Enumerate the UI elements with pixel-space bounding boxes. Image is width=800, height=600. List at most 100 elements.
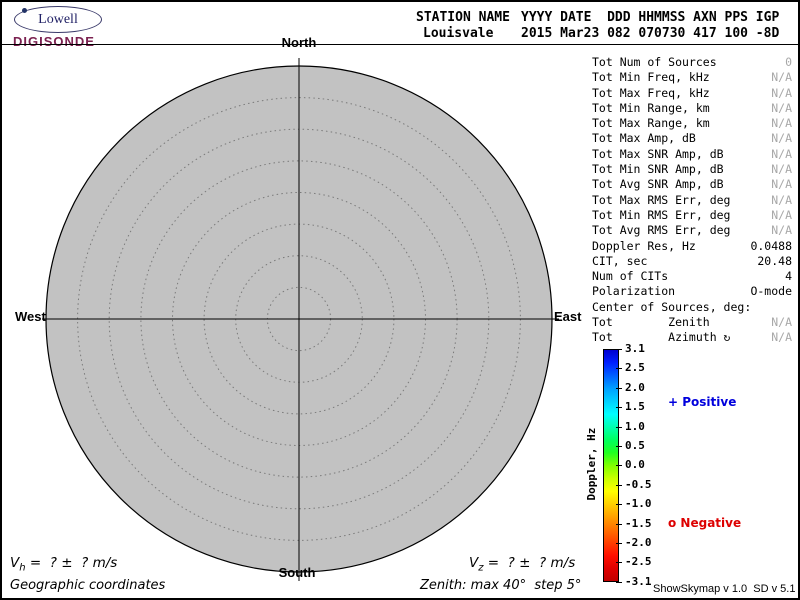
stats-panel: Tot Num of Sources 0 Tot Min Freq, kHz N/A… (592, 55, 792, 346)
positive-label: + Positive (668, 395, 737, 409)
stat-label: Tot Max Freq, kHz (592, 85, 710, 100)
colorbar-tick-label: -2.5 (625, 555, 652, 569)
stat-value: N/A (771, 192, 792, 207)
colorbar-tick (616, 504, 622, 506)
colorbar-tick-label: -2.0 (625, 536, 652, 550)
stat-label: Tot Min SNR Amp, dB (592, 162, 724, 177)
stat-label: Tot Max RMS Err, deg (592, 192, 731, 207)
stat-value: N/A (771, 162, 792, 177)
digisonde-label: DIGISONDE (13, 34, 95, 49)
stat-row: Tot Min Freq, kHz N/A (592, 70, 792, 85)
header-station-label: STATION NAME (416, 10, 510, 25)
colorbar-tick (616, 581, 622, 583)
stat-value: N/A (771, 207, 792, 222)
stat-value: N/A (771, 116, 792, 131)
stat-label: Tot Min RMS Err, deg (592, 207, 731, 222)
lowell-logo: Lowell (14, 6, 102, 33)
vz-symbol: V (469, 555, 479, 571)
stat-label: Tot Zenith (592, 315, 710, 330)
stat-label: Tot Num of Sources (592, 55, 717, 69)
colorbar-tick-label: 1.5 (625, 400, 645, 414)
stat-value: 0 (785, 55, 792, 69)
header-columns-label: YYYY DATE DDD HHMMSS AXN PPS IGP (521, 10, 780, 25)
header-separator (2, 44, 798, 45)
colorbar-ticks (616, 349, 622, 583)
stat-row: Polarization O-mode (592, 284, 792, 299)
compass-north-label: North (281, 35, 317, 50)
stat-row: Center of Sources, deg: (592, 300, 792, 315)
stat-label: Tot Min Range, km (592, 100, 710, 115)
stat-row: Tot Max Range, km N/A (592, 116, 792, 131)
colorbar-tick (616, 523, 622, 525)
colorbar-tick (616, 349, 622, 350)
colorbar-tick-label: 0.0 (625, 458, 645, 472)
compass-east-label: East (554, 309, 582, 324)
stat-label: Tot Max Range, km (592, 116, 710, 131)
stat-label: Tot Min Freq, kHz (592, 70, 710, 85)
colorbar-tick-labels: 3.1 2.5 2.0 1.5 1.0 0.5 0.0 -0.5 -1.0 -1… (625, 343, 665, 588)
lowell-logo-dot-icon (22, 8, 27, 13)
stat-value: N/A (771, 177, 792, 192)
colorbar-tick-label: 0.5 (625, 439, 645, 453)
stat-value: O-mode (750, 284, 792, 299)
colorbar-tick-label: -3.1 (625, 574, 652, 588)
stat-label: Tot Avg SNR Amp, dB (592, 177, 724, 192)
stat-label: Polarization (592, 284, 676, 299)
lowell-logo-text: Lowell (38, 11, 78, 27)
stat-row: CIT, sec 20.48 (592, 254, 792, 269)
stat-row: Tot Min SNR Amp, dB N/A (592, 162, 792, 177)
stat-label: Tot Max SNR Amp, dB (592, 146, 724, 161)
stat-row: Tot Max SNR Amp, dB N/A (592, 147, 792, 162)
colorbar-tick (616, 426, 622, 428)
stat-label: Tot Azimuth ↻ (592, 330, 731, 345)
colorbar-tick-label: 3.1 (625, 342, 645, 355)
colorbar-tick (616, 387, 622, 389)
stat-value: 4 (785, 269, 792, 284)
header-values: 2015 Mar23 082 070730 417 100 -8D (521, 26, 780, 41)
stat-label: Num of CITs (592, 269, 669, 284)
colorbar-tick-label: -1.0 (625, 497, 652, 511)
stat-label: Doppler Res, Hz (592, 238, 696, 253)
vh-text: = ? ± ? m/s (25, 555, 118, 571)
stat-row: Tot Num of Sources 0 (592, 55, 792, 70)
stat-value: N/A (771, 223, 792, 238)
vh-symbol: V (10, 555, 20, 571)
stat-value: N/A (771, 85, 792, 100)
stat-row: Tot Min Range, km N/A (592, 101, 792, 116)
stat-row: Tot Max Freq, kHz N/A (592, 86, 792, 101)
colorbar-tick-label: 2.0 (625, 380, 645, 394)
stat-value: N/A (771, 70, 792, 85)
vh-subscript: h (19, 562, 26, 574)
stat-label: CIT, sec (592, 253, 648, 268)
stat-value: N/A (771, 100, 792, 115)
stat-row: Tot Avg RMS Err, deg N/A (592, 223, 792, 238)
compass-south-label: South (278, 565, 316, 580)
colorbar-tick (616, 543, 622, 545)
stat-label: Tot Avg RMS Err, deg (592, 223, 731, 238)
colorbar-tick-label: -0.5 (625, 477, 652, 491)
stat-row: Tot Azimuth ↻ N/A (592, 330, 792, 345)
stat-row: Doppler Res, Hz 0.0488 (592, 239, 792, 254)
stat-value: N/A (771, 131, 792, 146)
stat-label: Tot Max Amp, dB (592, 131, 696, 146)
compass-west-label: West (15, 309, 46, 324)
negative-label: o Negative (668, 516, 742, 530)
colorbar-tick (616, 562, 622, 564)
colorbar-tick (616, 446, 622, 448)
stat-label: Center of Sources, deg: (592, 299, 752, 314)
version-label: ShowSkymap v 1.0 SD v 5.1 (653, 583, 796, 595)
stat-value: N/A (771, 315, 792, 330)
stat-row: Tot Min RMS Err, deg N/A (592, 208, 792, 223)
doppler-axis-label: Doppler, Hz (585, 427, 598, 501)
vz-subscript: z (478, 562, 484, 574)
station-name: Louisvale (423, 26, 494, 41)
stat-row: Tot Max RMS Err, deg N/A (592, 193, 792, 208)
stat-row: Tot Avg SNR Amp, dB N/A (592, 177, 792, 192)
colorbar-tick (616, 368, 622, 370)
colorbar-tick-label: -1.5 (625, 516, 652, 530)
zenith-range-label: Zenith: max 40° step 5° (420, 578, 582, 593)
colorbar-tick (616, 407, 622, 409)
vh-value: Vh = ? ± ? m/s (10, 555, 117, 574)
vz-value: Vz = ? ± ? m/s (469, 555, 575, 574)
